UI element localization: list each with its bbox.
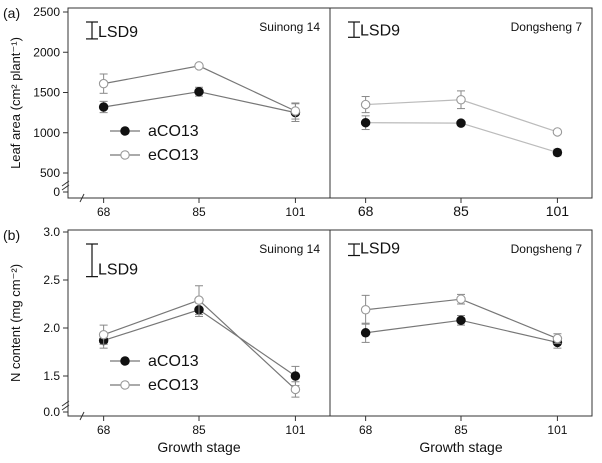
- undefined: LSD9: [360, 241, 400, 258]
- chart-panel-2: [329, 7, 593, 203]
- panel-title: Suinong 14: [259, 242, 320, 256]
- data-point-aco2: [552, 147, 563, 158]
- chart-panel-4: [329, 229, 593, 421]
- x-tick-label: 101: [547, 423, 567, 437]
- data-point-aco2: [290, 371, 301, 381]
- y-tick-label: 2.5: [43, 273, 60, 287]
- legend-marker: [120, 150, 130, 160]
- data-point-aco2: [360, 117, 371, 128]
- chart_data.2.legend.0: aCO13: [148, 353, 199, 370]
- data-point-eco2: [360, 305, 371, 315]
- y-tick-label: 0: [53, 185, 60, 199]
- data-point-eco2: [360, 99, 371, 110]
- data-point-eco2: [456, 94, 466, 105]
- data-point-eco2: [290, 384, 301, 395]
- x-tick-label: 68: [97, 423, 111, 437]
- x-tick-label: 68: [358, 203, 374, 219]
- panel-title: Suinong 14: [259, 20, 320, 34]
- data-point-aco2: [360, 328, 371, 338]
- axis-break-mark: [79, 411, 85, 421]
- x-tick-label: 85: [192, 423, 206, 437]
- series-line-aco2: [103, 309, 296, 377]
- x-tick-label: 68: [359, 423, 373, 437]
- data-point-aco2: [456, 315, 466, 326]
- data-point-eco2: [98, 78, 109, 89]
- legend-marker: [120, 356, 130, 366]
- undefined: LSD9: [98, 262, 138, 279]
- data-point-aco2: [98, 102, 109, 112]
- row-label: (a): [3, 5, 20, 21]
- chart-panel-1: Leaf area (cm² plant⁻¹): [8, 7, 331, 203]
- axis-break-mark: [61, 184, 70, 191]
- y-axis-label: Leaf area (cm² plant⁻¹): [8, 37, 23, 169]
- y-tick-label: 1.5: [43, 369, 60, 383]
- x-tick-label: 101: [285, 205, 305, 219]
- y-tick-label: 1000: [33, 126, 60, 140]
- chart_data.2.legend.1: eCO13: [148, 377, 199, 394]
- x-tick-label: 101: [285, 423, 305, 437]
- x-axis-label: Growth stage: [419, 439, 502, 455]
- x-tick-label: 101: [546, 203, 570, 219]
- plot-frame: [67, 229, 331, 417]
- chart-panel-3: N content (mg cm⁻²): [8, 229, 331, 421]
- panel-title: Dongsheng 7: [511, 20, 583, 34]
- data-point-aco2: [194, 86, 204, 97]
- axis-break-mark: [61, 400, 70, 407]
- data-point-eco2: [552, 127, 563, 137]
- axis-break-mark: [79, 193, 85, 203]
- data-point-eco2: [552, 333, 563, 344]
- chart_data.0.legend.0: aCO13: [148, 123, 199, 140]
- undefined: LSD9: [98, 24, 138, 41]
- axis-break-mark: [61, 180, 70, 187]
- y-tick-label: 2.0: [43, 321, 60, 335]
- y-tick-label: 0.0: [43, 405, 60, 419]
- y-tick-label: 3.0: [43, 225, 60, 239]
- x-tick-label: 85: [453, 203, 469, 219]
- data-point-eco2: [194, 61, 204, 71]
- data-point-eco2: [194, 295, 204, 305]
- row-label: (b): [3, 227, 20, 243]
- y-axis-label: N content (mg cm⁻²): [8, 264, 23, 382]
- y-tick-label: 1500: [33, 86, 60, 100]
- x-axis-label: Growth stage: [157, 439, 240, 455]
- panel-title: Dongsheng 7: [511, 242, 583, 256]
- legend-marker: [120, 380, 130, 390]
- y-tick-label: 2500: [33, 5, 60, 19]
- data-point-aco2: [456, 118, 466, 128]
- legend-marker: [120, 126, 130, 136]
- data-point-eco2: [456, 294, 466, 304]
- x-tick-label: 85: [454, 423, 468, 437]
- y-tick-label: 500: [40, 166, 60, 180]
- undefined: LSD9: [360, 22, 400, 39]
- axis-break-mark: [61, 404, 70, 411]
- y-tick-label: 2000: [33, 45, 60, 59]
- x-tick-label: 85: [192, 205, 206, 219]
- data-point-eco2: [290, 106, 301, 116]
- data-point-eco2: [98, 329, 109, 340]
- x-tick-label: 68: [97, 205, 111, 219]
- chart_data.0.legend.1: eCO13: [148, 147, 199, 164]
